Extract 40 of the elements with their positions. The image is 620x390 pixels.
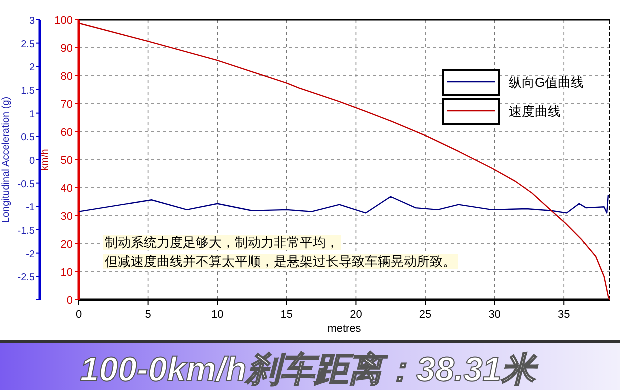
annotation: 但减速度曲线并不算太平顺，是悬架过长导致车辆晃动所致。 [105, 254, 456, 269]
annotation: 制动系统力度足够大，制动力非常平均， [105, 235, 339, 250]
legend-label: 速度曲线 [509, 104, 561, 119]
x-tick-label: 35 [558, 309, 570, 321]
y2-tick-label: 0.5 [21, 132, 36, 144]
x-tick-label: 5 [145, 309, 152, 321]
y-tick-label: 60 [60, 127, 73, 139]
y2-axis-title: Longitudinal Acceleration (g) [1, 96, 12, 224]
y2-tick-label: 1 [29, 109, 36, 120]
y-tick-label: 10 [60, 267, 73, 279]
y2-tick-label: 2 [29, 62, 36, 74]
legend-label: 纵向G值曲线 [509, 75, 584, 90]
y-tick-label: 70 [60, 99, 73, 111]
text: 100-0km/h刹车距离：38.31米 [80, 351, 539, 389]
y2-tick-label: 0 [29, 156, 36, 167]
y-tick-label: 90 [60, 43, 73, 55]
y2-tick-label: -2.5 [18, 272, 36, 284]
note: 制动系统力度足够大，制动力非常平均， 但减速度曲线并不算太平顺，是悬架过长导致车辆晃动所致。 [103, 235, 458, 269]
y2-tick-label: 2.5 [21, 39, 36, 50]
x-axis-title: metres [328, 323, 362, 335]
y-tick-label: 40 [60, 183, 73, 195]
x-tick-label: 25 [419, 309, 432, 321]
y2-tick-label: 3 [29, 16, 36, 27]
y-tick-label: 80 [60, 71, 73, 83]
y2-tick-label: -0.5 [18, 179, 36, 190]
y2-tick-label: 1.5 [21, 86, 36, 97]
y-tick-label: 30 [60, 211, 73, 223]
y-axis-title: km/h [40, 149, 51, 171]
y-tick-label: 20 [60, 239, 73, 251]
y2-tick-label: -1 [26, 202, 36, 214]
x-tick-label: 30 [488, 309, 501, 321]
x-tick-label: 15 [280, 309, 294, 321]
x-tick-label: 0 [76, 309, 82, 321]
y-tick-label: 100 [54, 15, 73, 27]
y2-tick-label: -1.5 [18, 226, 36, 237]
x-tick-label: 20 [350, 309, 362, 321]
x-tick-label: 10 [211, 309, 224, 321]
y-tick-label: 0 [66, 295, 73, 307]
y2-tick-label: -2 [26, 249, 36, 260]
y-tick-label: 50 [60, 155, 73, 167]
